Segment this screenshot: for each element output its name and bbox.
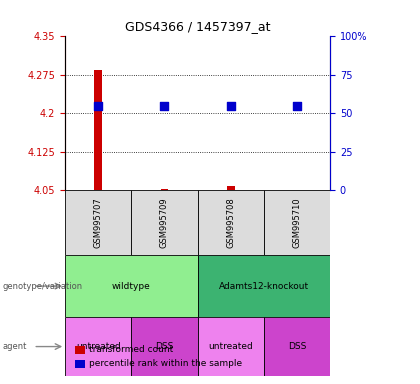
Text: agent: agent — [2, 342, 26, 351]
Text: GSM995710: GSM995710 — [292, 197, 302, 248]
Text: DSS: DSS — [288, 342, 306, 351]
Text: Adamts12-knockout: Adamts12-knockout — [219, 281, 309, 291]
Point — [294, 103, 300, 109]
Bar — [65, 317, 131, 376]
Bar — [65, 255, 198, 317]
Bar — [65, 190, 131, 255]
Point — [95, 103, 102, 109]
Text: GSM995707: GSM995707 — [94, 197, 103, 248]
Point — [227, 103, 234, 109]
Text: untreated: untreated — [76, 342, 121, 351]
Text: GSM995709: GSM995709 — [160, 197, 169, 248]
Bar — [264, 190, 330, 255]
Point — [161, 103, 168, 109]
Text: GSM995708: GSM995708 — [226, 197, 235, 248]
Bar — [94, 70, 102, 190]
Text: percentile rank within the sample: percentile rank within the sample — [89, 359, 242, 369]
Bar — [131, 190, 198, 255]
Bar — [131, 317, 198, 376]
Bar — [198, 190, 264, 255]
Text: DSS: DSS — [155, 342, 174, 351]
Text: transformed count: transformed count — [89, 346, 173, 354]
Bar — [198, 317, 264, 376]
Text: wildtype: wildtype — [112, 281, 151, 291]
Bar — [198, 255, 330, 317]
Bar — [227, 187, 235, 190]
Title: GDS4366 / 1457397_at: GDS4366 / 1457397_at — [125, 20, 270, 33]
Bar — [160, 189, 168, 190]
Text: genotype/variation: genotype/variation — [2, 281, 82, 291]
Text: untreated: untreated — [208, 342, 253, 351]
Bar — [264, 317, 330, 376]
